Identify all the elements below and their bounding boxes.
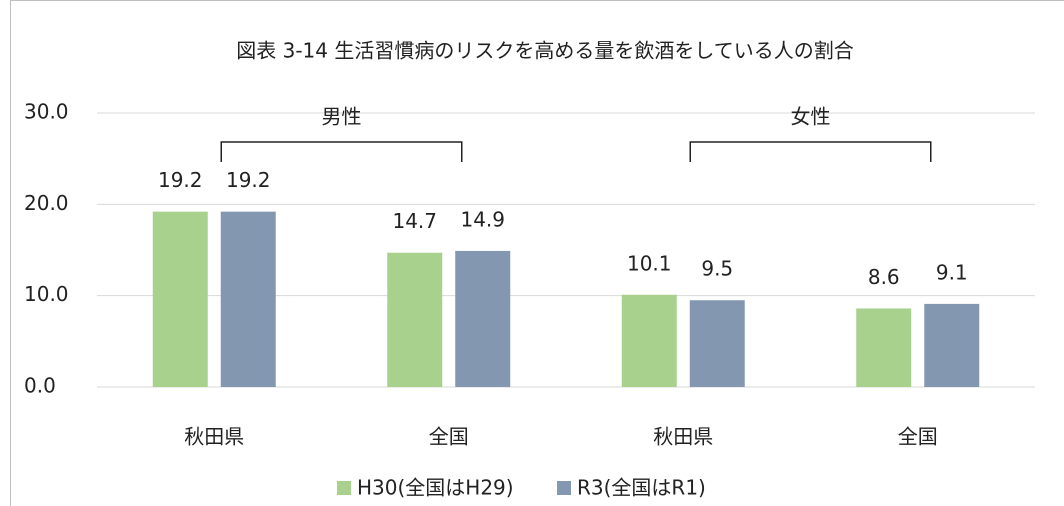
value-label: 14.9 — [460, 207, 505, 231]
x-tick-label: 全国 — [898, 425, 938, 449]
value-label: 9.5 — [701, 257, 733, 281]
group-label: 男性 — [322, 105, 362, 129]
bar — [220, 211, 276, 387]
bar — [924, 303, 980, 387]
value-label: 8.6 — [868, 265, 900, 289]
x-tick-label: 秋田県 — [653, 425, 713, 449]
bar — [856, 308, 912, 387]
y-tick-label: 30.0 — [24, 100, 69, 124]
bar — [387, 252, 443, 387]
bar — [455, 250, 511, 387]
legend-label: H30(全国はH29) — [357, 476, 514, 500]
legend-label: R3(全国はR1) — [577, 476, 706, 500]
group-label: 女性 — [791, 105, 831, 129]
x-tick-label: 全国 — [429, 425, 469, 449]
value-label: 9.1 — [936, 260, 968, 284]
group-bracket — [689, 141, 932, 162]
y-tick-label: 0.0 — [24, 374, 56, 398]
x-tick-label: 秋田県 — [184, 425, 244, 449]
bar — [152, 211, 208, 387]
value-label: 14.7 — [392, 209, 437, 233]
bar — [689, 300, 745, 387]
bar — [621, 294, 677, 387]
value-label: 19.2 — [158, 168, 203, 192]
value-label: 19.2 — [226, 168, 271, 192]
y-tick-label: 10.0 — [24, 282, 69, 306]
value-label: 10.1 — [627, 251, 672, 275]
legend-swatch — [557, 481, 571, 495]
legend-swatch — [337, 481, 351, 495]
group-bracket — [220, 141, 463, 162]
chart-title: 図表 3-14 生活習慣病のリスクを高める量を飲酒をしている人の割合 — [236, 39, 854, 63]
y-tick-label: 20.0 — [24, 191, 69, 215]
